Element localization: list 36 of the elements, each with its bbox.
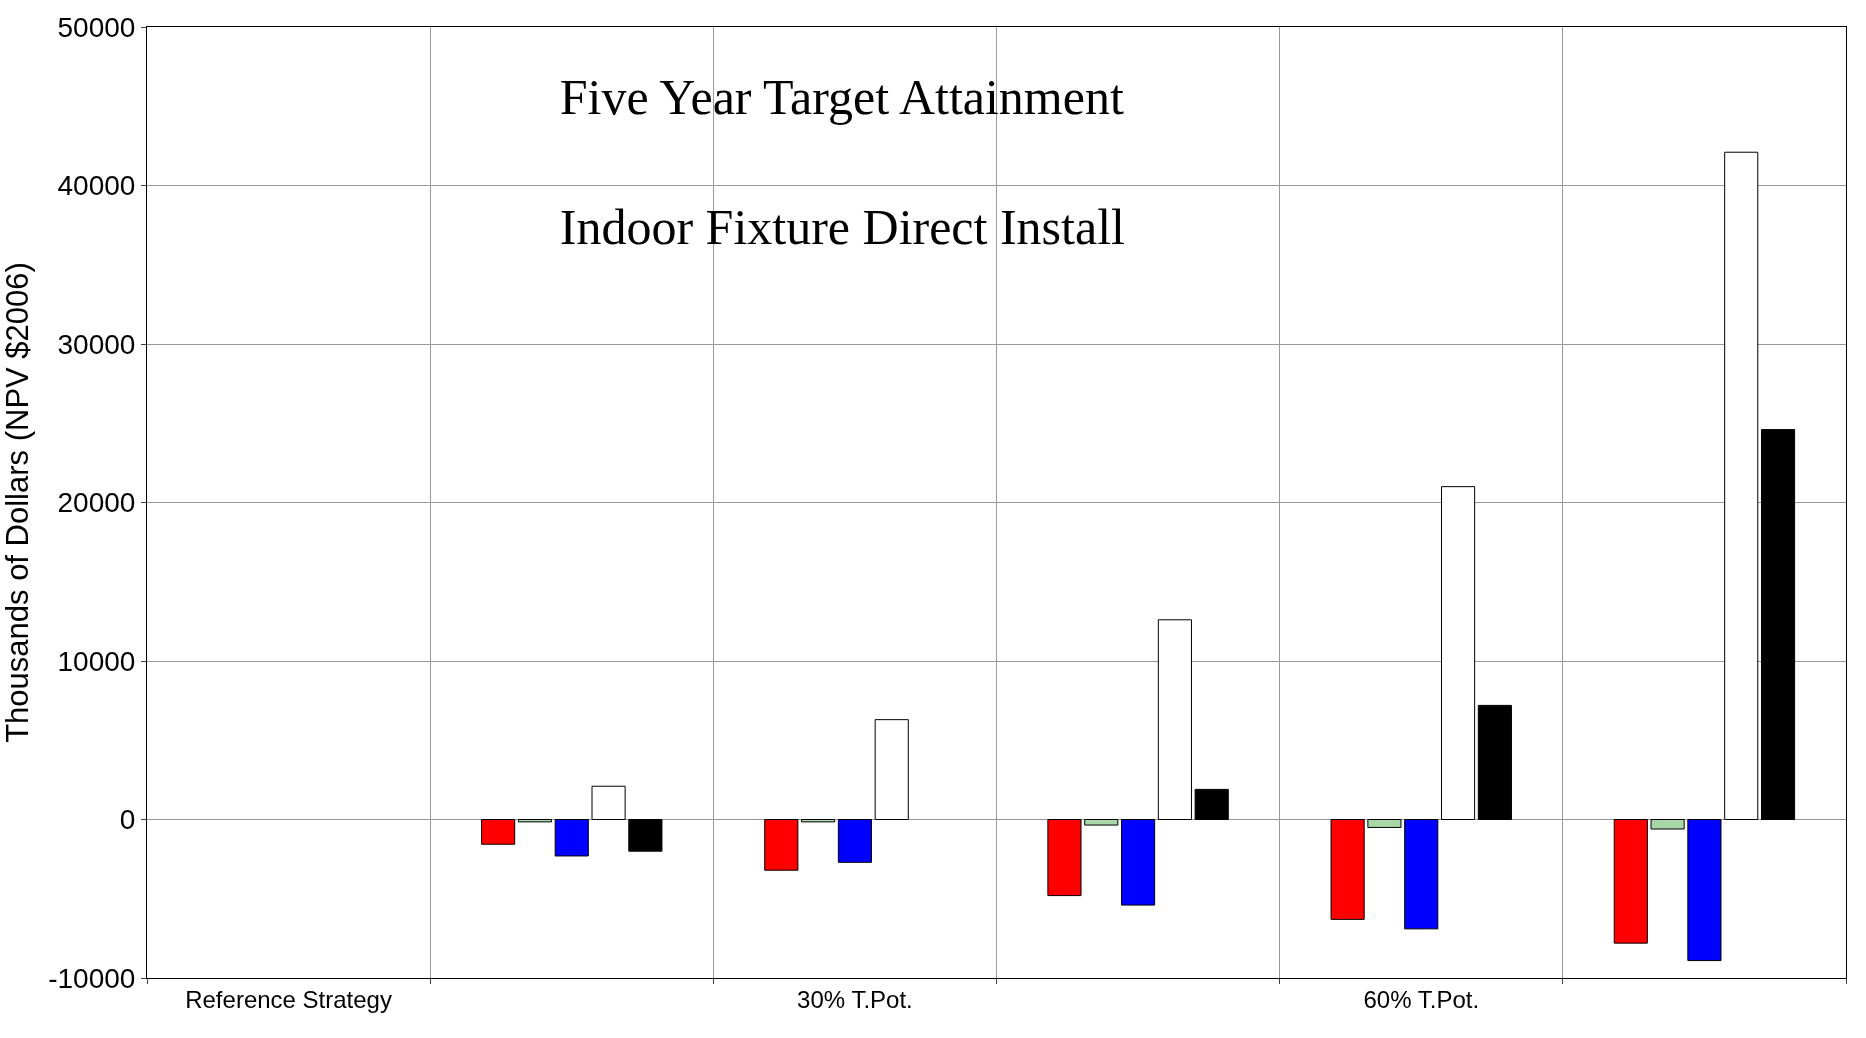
y-tick-label: 10000	[57, 645, 136, 677]
bar	[1084, 819, 1119, 826]
bar	[801, 819, 836, 823]
bar	[1121, 819, 1156, 906]
bar	[1404, 819, 1439, 930]
y-axis-title: Thousands of Dollars (NPV $2006)	[0, 262, 35, 743]
y-tick-label: 50000	[57, 11, 136, 43]
bar	[1687, 819, 1722, 962]
bar	[517, 819, 552, 823]
bar	[481, 819, 516, 845]
bar	[1441, 486, 1476, 820]
x-tick-label: Reference Strategy	[185, 985, 392, 1013]
bar	[874, 719, 909, 820]
y-tick-label: 40000	[57, 170, 136, 202]
bar	[1650, 819, 1685, 830]
bar	[1613, 819, 1648, 944]
y-tick-label: 0	[119, 804, 136, 836]
chart-title: Five Year Target Attainment Indoor Fixture Direct Install	[559, 69, 1125, 256]
y-tick-label: 30000	[57, 328, 136, 360]
x-tick-label: 30% T.Pot.	[797, 985, 913, 1013]
bar	[1760, 429, 1796, 820]
bar	[1367, 819, 1402, 828]
y-tick-label: 20000	[57, 487, 136, 519]
bar	[591, 785, 626, 820]
y-tick-label: -10000	[48, 962, 136, 994]
bar	[1330, 819, 1365, 920]
bar	[764, 819, 799, 871]
bar	[1157, 619, 1192, 820]
bar	[628, 819, 663, 852]
bar	[1194, 788, 1229, 820]
bar	[1477, 704, 1512, 820]
bar	[837, 819, 872, 863]
bar	[1047, 819, 1082, 897]
bar	[1724, 151, 1759, 820]
bar	[554, 819, 589, 857]
x-tick-label: 60% T.Pot.	[1363, 985, 1480, 1013]
